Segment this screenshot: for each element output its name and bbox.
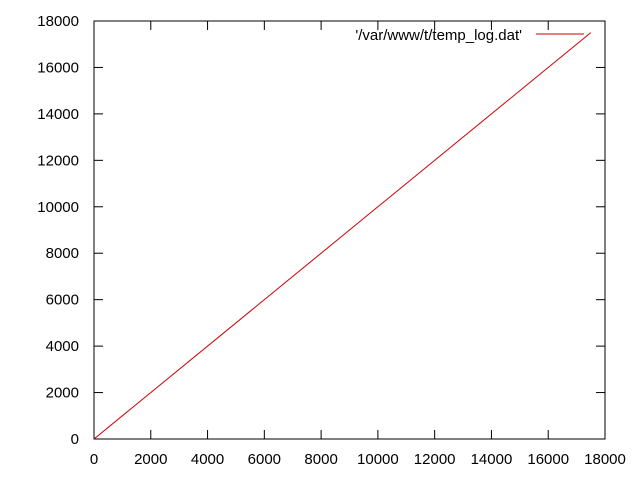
legend: '/var/www/t/temp_log.dat'	[355, 27, 584, 44]
x-tick-label: 8000	[304, 451, 337, 468]
y-axis-ticks	[94, 20, 605, 440]
x-tick-label: 0	[90, 451, 98, 468]
y-tick-label: 2000	[46, 385, 79, 402]
x-tick-label: 10000	[357, 451, 399, 468]
y-tick-label: 18000	[37, 13, 79, 30]
series-layer	[93, 32, 592, 440]
x-axis-tick-labels: 0 2000 4000 6000 8000 10000 12000 14000 16000 180…	[90, 451, 626, 468]
y-tick-label: 16000	[37, 59, 79, 76]
y-tick-label: 8000	[46, 245, 79, 262]
y-tick-label: 12000	[37, 152, 79, 169]
y-tick-label: 0	[71, 431, 79, 448]
x-tick-label: 2000	[134, 451, 167, 468]
x-tick-label: 16000	[527, 451, 569, 468]
y-tick-label: 6000	[46, 292, 79, 309]
legend-label: '/var/www/t/temp_log.dat'	[355, 27, 522, 44]
x-tick-label: 12000	[414, 451, 456, 468]
x-tick-label: 14000	[471, 451, 513, 468]
series-line	[93, 32, 592, 440]
y-tick-label: 4000	[46, 338, 79, 355]
y-tick-label: 14000	[37, 106, 79, 123]
y-axis-tick-labels: 0 2000 4000 6000 8000 10000 12000 14000 16000 180…	[37, 13, 79, 448]
x-axis-ticks	[93, 21, 606, 439]
y-tick-label: 10000	[37, 199, 79, 216]
x-tick-label: 4000	[191, 451, 224, 468]
x-tick-label: 6000	[248, 451, 281, 468]
x-tick-label: 18000	[584, 451, 626, 468]
plot-area	[93, 20, 606, 440]
